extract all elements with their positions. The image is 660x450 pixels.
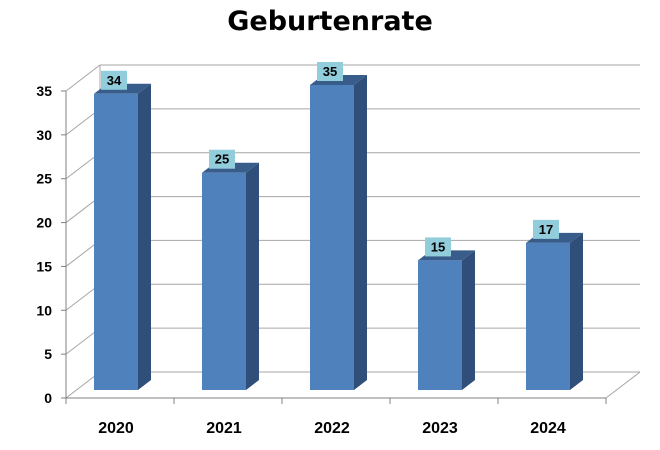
bar-2023 [418,260,462,390]
y-tick-label: 25 [36,171,52,187]
bar-2022 [310,85,354,390]
y-tick-label: 10 [36,302,52,318]
gridline-depth-35 [65,64,101,92]
data-label-2022: 35 [323,64,337,79]
data-label-box-2023 [425,237,451,257]
x-category-label: 2020 [98,420,134,437]
bar-side-2023 [462,250,475,390]
data-label-box-2022 [317,62,343,81]
bar-2021 [202,172,246,390]
x-category-label: 2023 [422,420,458,437]
y-tick-label: 30 [36,127,52,143]
x-category-label: 2021 [206,420,242,437]
y-tick-label: 35 [36,83,52,99]
bar-side-2021 [246,162,259,390]
y-tick-label: 15 [36,258,52,274]
data-label-2020: 34 [107,73,122,88]
y-tick-label: 0 [44,390,52,406]
data-label-2024: 17 [539,222,553,237]
x-category-label: 2024 [530,420,566,437]
bar-side-2024 [570,232,583,390]
data-label-2021: 25 [215,152,229,167]
data-label-box-2020 [101,70,127,90]
chart-title: Geburtenrate [227,6,433,37]
floor-right-edge [605,371,641,399]
bar-side-2022 [354,75,367,390]
bar-side-2020 [138,83,151,391]
data-label-box-2021 [209,149,235,169]
y-tick-label: 20 [36,215,52,231]
data-label-2023: 15 [431,239,445,254]
bar-2024 [526,242,570,390]
x-category-label: 2022 [314,420,350,437]
bar-2020 [94,93,138,391]
y-tick-label: 5 [44,346,52,362]
data-label-box-2024 [533,219,559,239]
